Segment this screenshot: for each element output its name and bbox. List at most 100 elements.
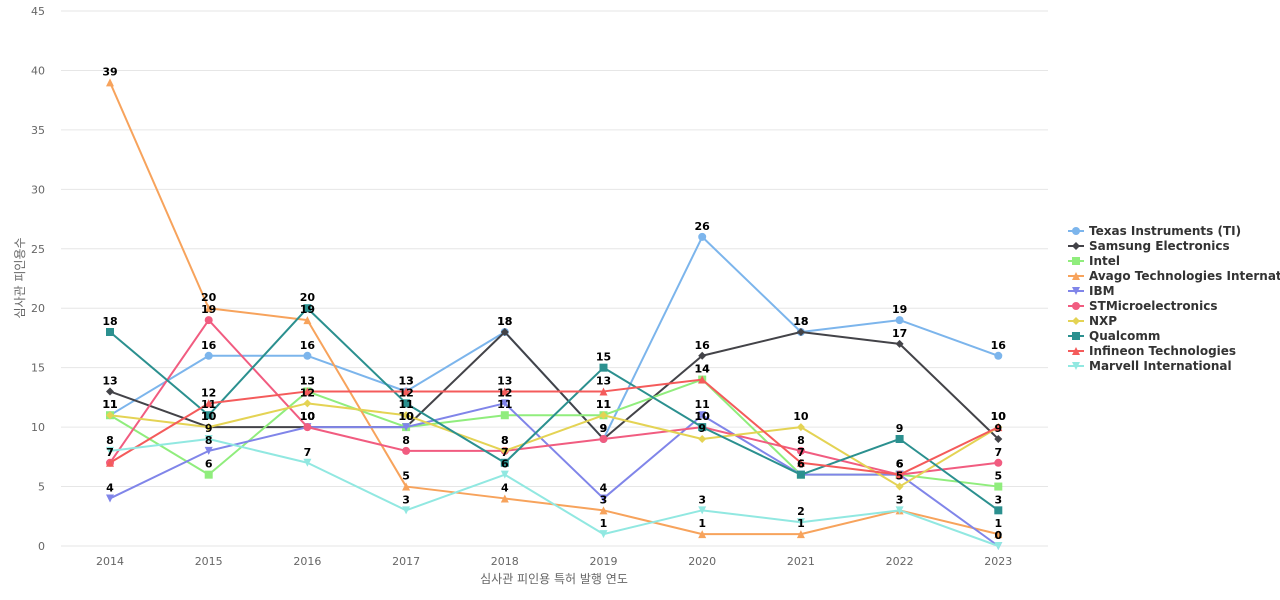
data-point-intel[interactable]: [204, 470, 213, 479]
data-point-avago-technologies-internat[interactable]: [106, 78, 114, 87]
data-point-infineon-technologies[interactable]: [599, 387, 608, 396]
data-point-marvell-international[interactable]: [994, 542, 1003, 550]
data-point-texas-instruments-ti[interactable]: [303, 351, 312, 360]
legend-item-intel[interactable]: Intel: [1068, 254, 1120, 268]
data-point-infineon-technologies[interactable]: [204, 399, 213, 408]
data-point-qualcomm[interactable]: [895, 435, 904, 443]
data-point-infineon-technologies[interactable]: [106, 458, 114, 467]
data-point-stmicroelectronics[interactable]: [204, 316, 213, 325]
data-point-avago-technologies-internat[interactable]: [500, 494, 509, 503]
data-point-infineon-technologies[interactable]: [698, 375, 707, 384]
data-point-ibm[interactable]: [106, 494, 114, 503]
data-point-marvell-international[interactable]: [500, 470, 509, 479]
data-label-qualcomm: 12: [398, 386, 413, 399]
data-point-avago-technologies-internat[interactable]: [303, 316, 312, 325]
legend-item-infineon-technologies[interactable]: Infineon Technologies: [1068, 344, 1236, 358]
data-point-samsung-electronics[interactable]: [994, 435, 1003, 443]
data-point-samsung-electronics[interactable]: [895, 339, 904, 348]
data-point-infineon-technologies[interactable]: [402, 387, 411, 396]
data-point-intel[interactable]: [500, 411, 509, 420]
data-label-ibm: 4: [106, 481, 114, 494]
data-point-intel[interactable]: [994, 482, 1003, 491]
data-point-nxp[interactable]: [204, 423, 213, 432]
data-point-samsung-electronics[interactable]: [796, 328, 805, 336]
data-point-ibm[interactable]: [698, 411, 707, 420]
data-point-nxp[interactable]: [500, 446, 509, 455]
legend-item-stmicroelectronics[interactable]: STMicroelectronics: [1068, 299, 1217, 313]
data-point-ibm[interactable]: [500, 399, 509, 408]
data-point-nxp[interactable]: [106, 411, 114, 420]
data-label-qualcomm: 9: [896, 422, 904, 435]
data-point-qualcomm[interactable]: [994, 506, 1003, 515]
data-point-qualcomm[interactable]: [204, 411, 213, 420]
data-point-avago-technologies-internat[interactable]: [402, 482, 411, 491]
data-point-stmicroelectronics[interactable]: [303, 423, 312, 432]
legend-item-texas-instruments-ti[interactable]: Texas Instruments (TI): [1068, 224, 1241, 238]
data-point-marvell-international[interactable]: [402, 506, 411, 515]
data-point-marvell-international[interactable]: [698, 506, 707, 515]
data-point-marvell-international[interactable]: [599, 530, 608, 539]
data-point-infineon-technologies[interactable]: [895, 470, 904, 479]
data-point-nxp[interactable]: [895, 482, 904, 491]
data-point-qualcomm[interactable]: [106, 328, 114, 336]
data-point-stmicroelectronics[interactable]: [402, 446, 411, 455]
data-point-nxp[interactable]: [796, 423, 805, 432]
data-point-infineon-technologies[interactable]: [500, 387, 509, 396]
data-label-nxp: 10: [991, 410, 1007, 423]
data-point-stmicroelectronics[interactable]: [796, 446, 805, 455]
data-point-qualcomm[interactable]: [500, 458, 509, 467]
series-line-texas-instruments-ti[interactable]: [109, 235, 999, 440]
legend-item-qualcomm[interactable]: Qualcomm: [1068, 329, 1160, 343]
data-point-stmicroelectronics[interactable]: [599, 435, 608, 443]
legend-item-avago-technologies-internat[interactable]: Avago Technologies Internat...: [1068, 269, 1280, 283]
data-point-avago-technologies-internat[interactable]: [698, 530, 707, 539]
data-point-ibm[interactable]: [204, 446, 213, 455]
data-point-samsung-electronics[interactable]: [500, 328, 509, 336]
data-point-infineon-technologies[interactable]: [303, 387, 312, 396]
series-line-ibm[interactable]: [109, 402, 999, 547]
data-label-marvell-international: 3: [402, 493, 410, 506]
series-line-infineon-technologies[interactable]: [109, 378, 999, 476]
x-tick-label: 2018: [491, 555, 519, 568]
data-point-nxp[interactable]: [303, 399, 312, 408]
data-point-samsung-electronics[interactable]: [106, 387, 114, 396]
data-point-qualcomm[interactable]: [698, 423, 707, 432]
data-point-stmicroelectronics[interactable]: [994, 458, 1003, 467]
legend-item-samsung-electronics[interactable]: Samsung Electronics: [1068, 239, 1230, 253]
data-point-infineon-technologies[interactable]: [994, 423, 1003, 432]
data-point-ibm[interactable]: [599, 494, 608, 503]
data-point-texas-instruments-ti[interactable]: [698, 232, 707, 241]
data-point-marvell-international[interactable]: [204, 435, 213, 443]
data-point-avago-technologies-internat[interactable]: [796, 530, 805, 539]
data-point-marvell-international[interactable]: [303, 458, 312, 467]
data-label-samsung-electronics: 10: [398, 410, 414, 423]
data-point-infineon-technologies[interactable]: [796, 458, 805, 467]
data-point-qualcomm[interactable]: [796, 470, 805, 479]
data-point-qualcomm[interactable]: [402, 399, 411, 408]
data-point-marvell-international[interactable]: [796, 518, 805, 527]
legend-item-nxp[interactable]: NXP: [1068, 314, 1117, 328]
data-point-avago-technologies-internat[interactable]: [599, 506, 608, 515]
data-point-nxp[interactable]: [698, 435, 707, 443]
data-point-avago-technologies-internat[interactable]: [204, 304, 213, 313]
data-label-stmicroelectronics: 19: [201, 303, 216, 316]
data-point-ibm[interactable]: [402, 423, 411, 432]
data-point-texas-instruments-ti[interactable]: [994, 351, 1003, 360]
series-line-qualcomm[interactable]: [109, 307, 999, 512]
series-line-stmicroelectronics[interactable]: [109, 319, 999, 476]
data-point-qualcomm[interactable]: [599, 363, 608, 372]
data-point-qualcomm[interactable]: [303, 304, 312, 313]
series-line-marvell-international[interactable]: [109, 438, 999, 547]
data-point-samsung-electronics[interactable]: [698, 351, 707, 360]
data-point-avago-technologies-internat[interactable]: [994, 530, 1003, 539]
legend-item-marvell-international[interactable]: Marvell International: [1068, 359, 1232, 373]
data-label-texas-instruments-ti: 16: [300, 339, 316, 352]
data-point-nxp[interactable]: [599, 411, 608, 420]
legend-item-ibm[interactable]: IBM: [1068, 284, 1115, 298]
data-point-marvell-international[interactable]: [895, 506, 904, 515]
data-point-marvell-international[interactable]: [106, 446, 114, 455]
series-line-samsung-electronics[interactable]: [109, 331, 999, 440]
data-point-texas-instruments-ti[interactable]: [204, 351, 213, 360]
data-point-texas-instruments-ti[interactable]: [895, 316, 904, 325]
data-point-nxp[interactable]: [402, 411, 411, 420]
